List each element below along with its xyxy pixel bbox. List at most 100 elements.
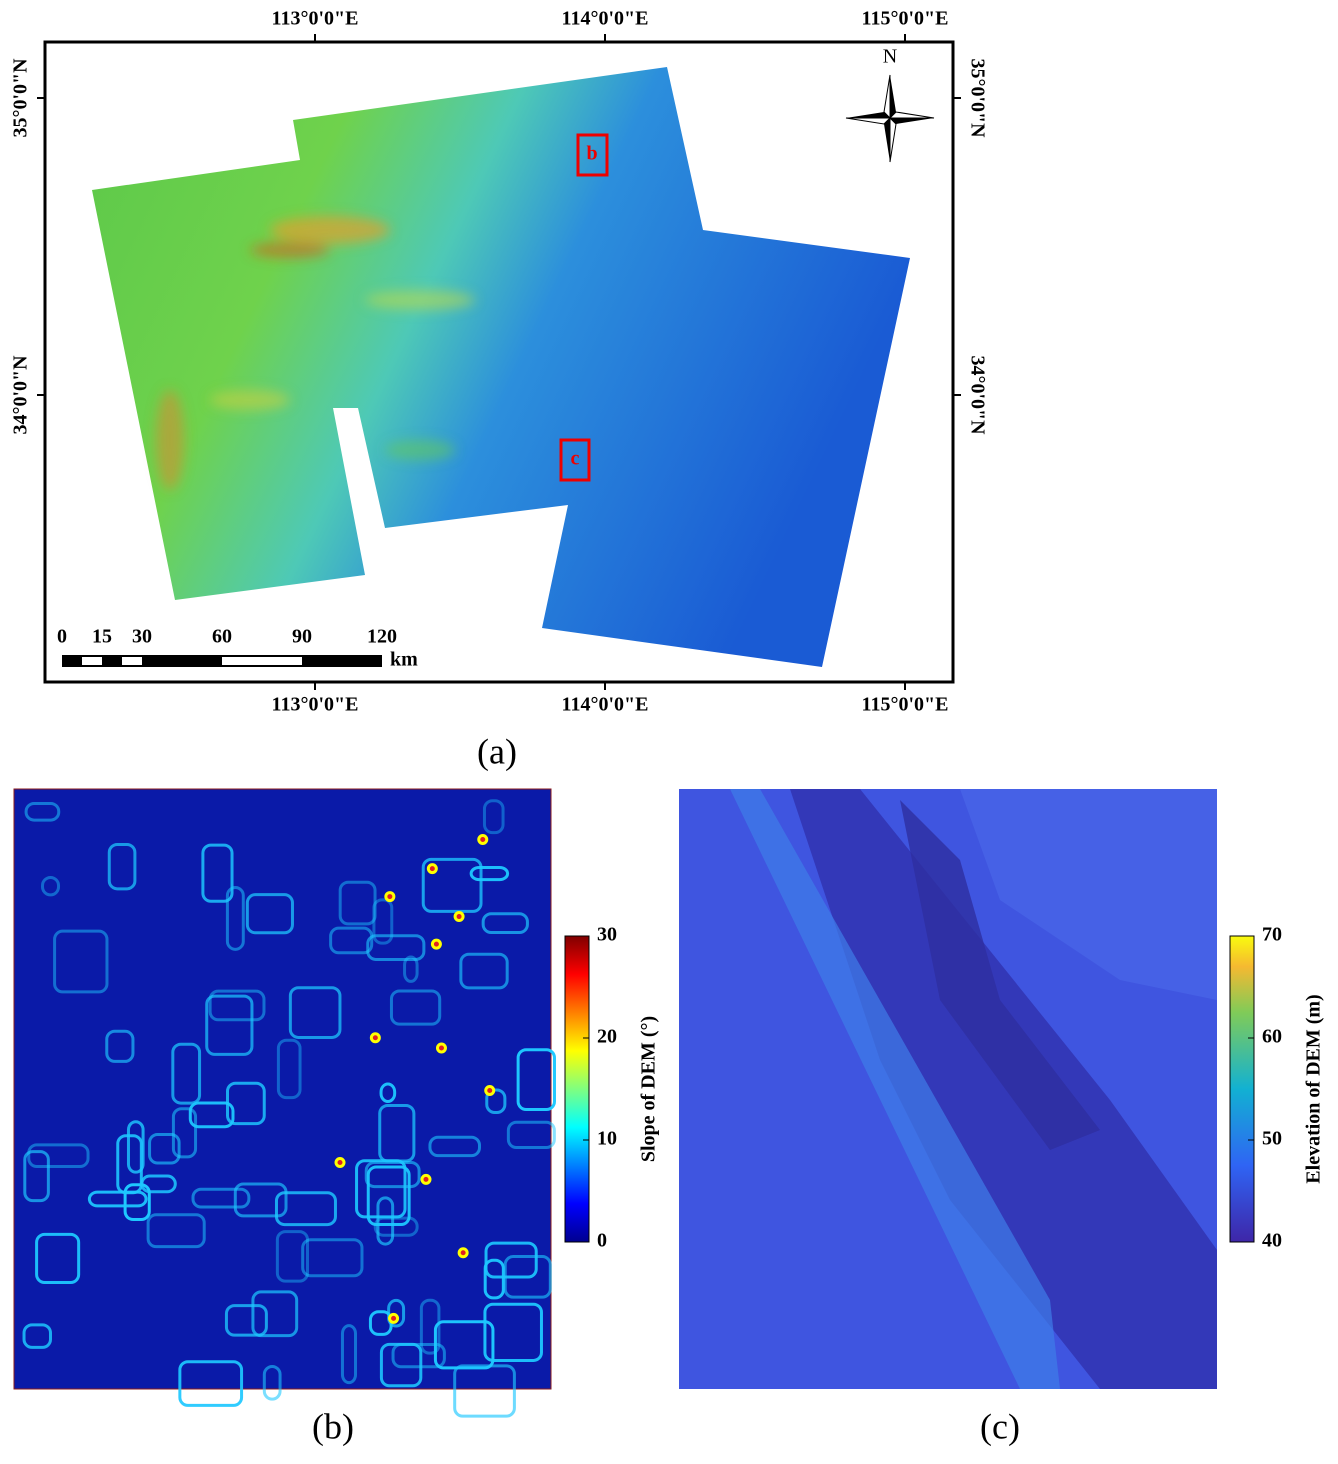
slope-edge xyxy=(366,934,426,961)
slope-edge xyxy=(483,1302,543,1362)
slope-edge xyxy=(24,802,61,822)
slope-peak xyxy=(426,863,438,875)
slope-edge xyxy=(274,1191,337,1227)
levee xyxy=(730,789,1060,1389)
lat-label: 34°0'0"N xyxy=(966,355,988,435)
colorbar-label: Elevation of DEM (m) xyxy=(1303,994,1325,1183)
scale-label: 15 xyxy=(92,626,112,648)
colorbar-tick-label: 60 xyxy=(1262,1026,1282,1048)
scale-segment xyxy=(142,655,222,667)
colorbar-tick-label: 10 xyxy=(597,1128,617,1150)
north-label: N xyxy=(883,46,897,68)
slope-edge xyxy=(484,1241,538,1279)
slope-panel xyxy=(13,788,556,1418)
lat-label: 35°0'0"N xyxy=(10,58,32,138)
slope-edge xyxy=(245,893,294,935)
lon-label: 115°0'0"E xyxy=(862,694,949,716)
slope-edge xyxy=(201,843,234,903)
caption: (a) xyxy=(477,731,517,771)
scale-unit: km xyxy=(390,649,418,671)
slope-edge xyxy=(41,875,61,897)
slope-edge xyxy=(372,898,394,945)
slope-edge xyxy=(379,1082,397,1103)
slope-edge xyxy=(22,1323,52,1349)
slope-edge xyxy=(503,1255,552,1299)
slope-edge xyxy=(403,955,419,983)
slope-edge xyxy=(469,865,510,882)
low-band xyxy=(900,800,1100,1150)
slope-edge xyxy=(366,1165,411,1227)
slope-edge xyxy=(428,1135,482,1158)
slope-edge xyxy=(123,1183,151,1222)
slope-edge xyxy=(188,1101,235,1129)
slope-edge xyxy=(453,1364,516,1418)
slope-edge xyxy=(275,1230,309,1283)
lon-label: 113°0'0"E xyxy=(272,694,359,716)
scale-segment xyxy=(302,655,382,667)
scale-segment xyxy=(222,657,302,665)
slope-peak xyxy=(457,1247,469,1259)
slope-features xyxy=(22,799,556,1418)
slope-edge xyxy=(208,989,266,1022)
scale-label: 120 xyxy=(367,626,397,648)
slope-edge xyxy=(107,843,137,891)
slope-edge xyxy=(191,1187,251,1209)
slope-peak xyxy=(369,1032,381,1044)
slope-peak xyxy=(384,891,396,903)
slope-edge xyxy=(205,994,254,1056)
lon-label: 115°0'0"E xyxy=(862,8,949,30)
inset-box xyxy=(559,438,591,482)
box-label: b xyxy=(586,143,597,165)
slope-edge xyxy=(87,1190,148,1208)
slope-edge xyxy=(35,1232,81,1285)
slope-edge xyxy=(483,1258,505,1300)
colorbar-tick-label: 70 xyxy=(1262,924,1282,946)
caption: (c) xyxy=(980,1406,1020,1446)
slope-edge xyxy=(389,989,442,1026)
slope-edge xyxy=(373,1216,419,1237)
slope-edge xyxy=(126,1120,145,1174)
slope-edge xyxy=(178,1360,244,1407)
scale-label: 0 xyxy=(57,626,67,648)
slope-edge xyxy=(233,1182,288,1218)
box-label: c xyxy=(571,448,580,470)
colorbar-label: Slope of DEM (°) xyxy=(638,1016,660,1162)
slope-edge xyxy=(485,1088,507,1114)
colorbar-tick-label: 30 xyxy=(597,924,617,946)
lon-label: 114°0'0"E xyxy=(562,694,649,716)
lat-label: 34°0'0"N xyxy=(10,355,32,435)
low-band xyxy=(790,789,1217,1389)
scale-segment xyxy=(62,655,82,667)
terrain-highlights xyxy=(156,216,475,490)
slope-edge xyxy=(340,1324,358,1385)
lon-label: 113°0'0"E xyxy=(272,8,359,30)
slope-edge xyxy=(482,799,505,835)
slope-edge xyxy=(171,1042,202,1105)
slope-edge xyxy=(419,1298,441,1355)
slope-edge xyxy=(23,1150,50,1203)
slope-peak xyxy=(477,834,489,846)
elevation-panel xyxy=(679,789,1217,1389)
colorbar-tick-label: 50 xyxy=(1262,1128,1282,1150)
scale-segment xyxy=(102,655,122,667)
slope-edge xyxy=(516,1048,556,1112)
slope-edge xyxy=(146,1213,206,1249)
slope-peak xyxy=(453,911,465,923)
slope-edge xyxy=(225,886,245,951)
slope-edge xyxy=(376,1196,395,1246)
slope-peak xyxy=(435,1042,447,1054)
slope-edge xyxy=(459,952,509,990)
colorbars: 0 10 20 30 Slope of DEM (°) (b) 40 50 60 70 Elevat… xyxy=(312,924,1325,1447)
colorbar xyxy=(1229,935,1255,1243)
slope-edge xyxy=(171,1107,198,1159)
slope-peak xyxy=(388,1312,400,1324)
slope-edge xyxy=(391,1342,446,1369)
slope-edge xyxy=(355,1159,407,1219)
slope-edge xyxy=(226,1081,266,1126)
scale-label: 60 xyxy=(212,626,232,648)
slope-edge xyxy=(116,1134,143,1195)
slope-edge xyxy=(338,880,377,926)
scale-segment xyxy=(82,657,102,665)
